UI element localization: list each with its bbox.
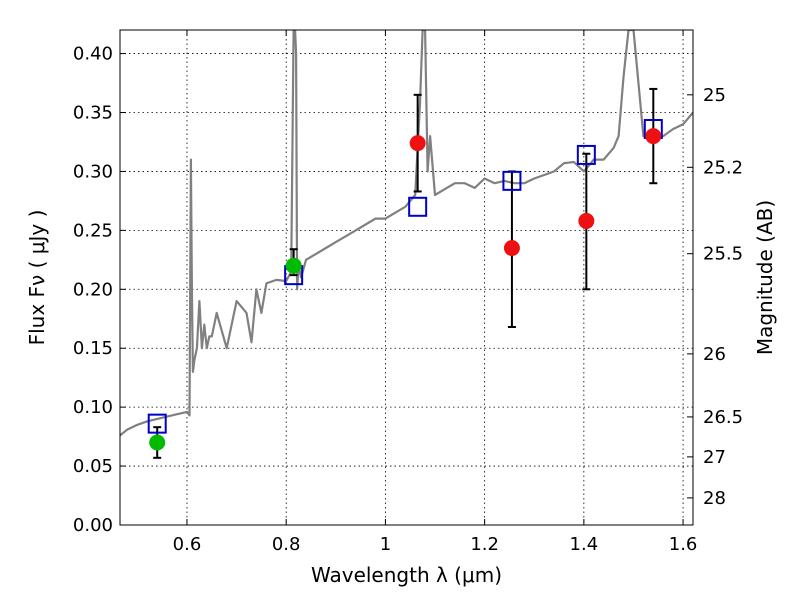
y2-tick-label: 26.5 <box>703 407 743 428</box>
gridlines <box>120 30 693 525</box>
tick-layer: 0.6 0.8 1 1.2 1.4 1.6 0.00 0.05 0.10 0.15 0.20 0.25… <box>73 30 743 555</box>
y2-tick-label: 27 <box>703 447 726 468</box>
y2-tick-label: 25.2 <box>703 157 743 178</box>
marker-layer <box>147 119 663 451</box>
y-axis-label: Flux Fν ( μJy ) <box>25 210 49 346</box>
y-tick-label: 0.35 <box>73 103 113 124</box>
errorbar-layer <box>153 87 658 459</box>
observed-point <box>409 135 426 152</box>
x-tick-label: 1 <box>380 534 391 555</box>
y-tick-label: 0.20 <box>73 279 113 300</box>
observed-point <box>645 128 662 145</box>
y2-tick-label: 25 <box>703 85 726 106</box>
y-tick-label: 0.10 <box>73 397 113 418</box>
observed-point <box>149 434 166 451</box>
y-tick-label: 0.40 <box>73 44 113 65</box>
observed-point <box>285 257 302 274</box>
plot-frame <box>119 29 694 526</box>
y2-axis-label: Magnitude (AB) <box>753 200 777 355</box>
observed-point <box>578 212 595 229</box>
x-tick-label: 1.6 <box>669 534 698 555</box>
model-photometry-square <box>502 170 522 191</box>
sed-curve-layer <box>120 30 693 437</box>
x-tick-label: 0.6 <box>173 534 202 555</box>
x-tick-label: 1.2 <box>470 534 499 555</box>
sed-curve <box>120 30 693 437</box>
y2-tick-label: 25.5 <box>703 244 743 265</box>
y-tick-label: 0.30 <box>73 161 113 182</box>
x-tick-label: 0.8 <box>272 534 301 555</box>
observed-point <box>503 240 520 257</box>
x-tick-label: 1.4 <box>570 534 599 555</box>
y2-tick-label: 28 <box>703 488 726 509</box>
y-tick-label: 0.25 <box>73 220 113 241</box>
y-tick-label: 0.00 <box>73 515 113 536</box>
model-photometry-square <box>408 196 428 217</box>
model-photometry-square <box>147 413 167 434</box>
y2-tick-label: 26 <box>703 344 726 365</box>
x-axis-label: Wavelength λ (μm) <box>311 563 502 587</box>
model-photometry-square <box>576 144 596 165</box>
y-tick-label: 0.05 <box>73 456 113 477</box>
y-tick-label: 0.15 <box>73 338 113 359</box>
